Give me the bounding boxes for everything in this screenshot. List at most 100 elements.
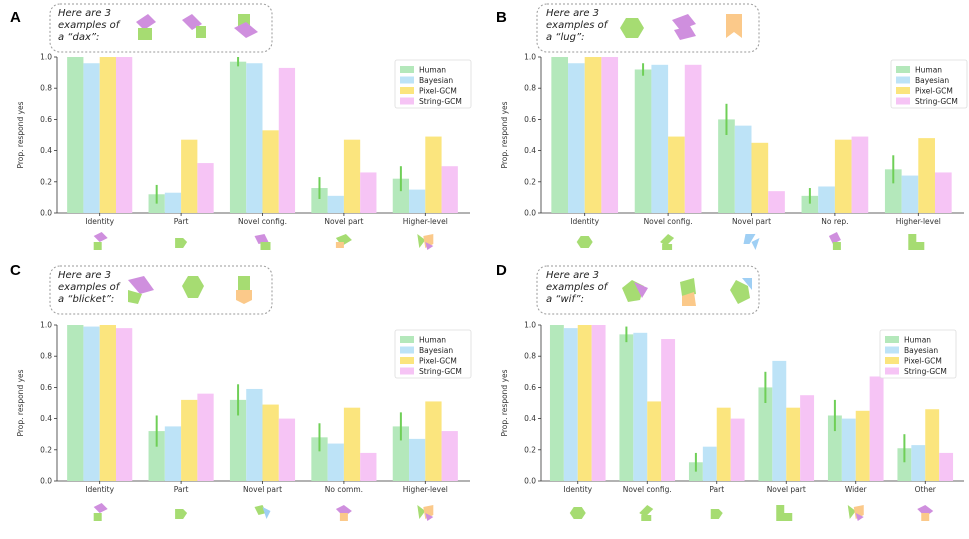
examples-text: a “lug”: bbox=[546, 32, 585, 43]
legend-swatch bbox=[885, 346, 899, 354]
bar-pixel-gcm-3 bbox=[716, 407, 731, 481]
x-tick-label: No rep. bbox=[821, 217, 848, 226]
y-tick-label: 0.0 bbox=[40, 209, 52, 218]
bar-pixel-gcm-5 bbox=[425, 401, 442, 481]
icon-piece bbox=[855, 513, 864, 521]
stimulus-icon-2 bbox=[660, 234, 675, 250]
legend-label: String-GCM bbox=[419, 367, 462, 376]
bar-bayesian-4 bbox=[772, 360, 787, 481]
icon-piece bbox=[569, 507, 586, 519]
icon-piece bbox=[175, 238, 188, 248]
example-shape-2 bbox=[182, 276, 204, 298]
examples-text: examples of bbox=[546, 282, 609, 293]
icon-piece bbox=[93, 232, 108, 242]
x-tick-label: Higher-level bbox=[896, 217, 941, 226]
shape-piece bbox=[236, 290, 252, 304]
legend-label: Pixel-GCM bbox=[915, 87, 953, 96]
icon-piece bbox=[262, 507, 271, 519]
legend-swatch bbox=[400, 367, 414, 375]
bar-string-gcm-1 bbox=[601, 57, 619, 213]
bar-human-3 bbox=[229, 399, 247, 481]
legend-swatch bbox=[896, 87, 910, 94]
shape-piece bbox=[128, 290, 142, 304]
icon-piece bbox=[93, 503, 108, 513]
shape-piece bbox=[238, 276, 250, 290]
examples-text: examples of bbox=[58, 282, 121, 293]
legend-label: Bayesian bbox=[419, 346, 453, 355]
legend-swatch bbox=[400, 336, 414, 343]
legend-label: Pixel-GCM bbox=[419, 357, 457, 366]
icon-piece bbox=[828, 232, 841, 244]
y-axis-label: Prop. respond yes bbox=[500, 101, 509, 168]
example-shape-1 bbox=[622, 280, 648, 302]
examples-box bbox=[49, 265, 273, 315]
x-tick-label: Wider bbox=[845, 485, 868, 494]
icon-piece bbox=[662, 244, 673, 250]
examples-text: examples of bbox=[58, 20, 121, 31]
x-tick-label: Identity bbox=[570, 217, 599, 226]
legend-swatch bbox=[896, 97, 910, 105]
stimulus-icon-4 bbox=[335, 505, 352, 521]
bar-pixel-gcm-6 bbox=[925, 409, 940, 481]
y-tick-label: 0.0 bbox=[524, 209, 536, 218]
y-tick-label: 0.6 bbox=[40, 383, 52, 392]
icon-piece bbox=[832, 242, 841, 250]
icon-piece bbox=[853, 505, 864, 519]
x-tick-label: Part bbox=[174, 485, 189, 494]
icon-piece bbox=[743, 234, 756, 244]
y-tick-label: 1.0 bbox=[524, 321, 536, 330]
bar-bayesian-2 bbox=[164, 426, 182, 481]
examples-text: examples of bbox=[546, 20, 609, 31]
x-tick-label: Higher-level bbox=[403, 485, 448, 494]
bar-string-gcm-3 bbox=[768, 191, 785, 213]
example-shape-3 bbox=[234, 14, 258, 38]
panel-letter: B bbox=[496, 9, 507, 26]
bar-human-5 bbox=[392, 178, 410, 213]
panel-letter: C bbox=[10, 262, 21, 279]
icon-piece bbox=[776, 505, 793, 521]
stimulus-icon-4 bbox=[335, 234, 352, 248]
stimulus-icon-3 bbox=[710, 509, 723, 519]
icon-piece bbox=[93, 513, 102, 521]
x-tick-label: Higher-level bbox=[403, 217, 448, 226]
legend-swatch bbox=[400, 66, 414, 73]
legend-swatch bbox=[885, 357, 899, 364]
x-tick-label: Novel part bbox=[732, 217, 771, 226]
bar-bayesian-1 bbox=[83, 63, 100, 213]
y-tick-label: 0.0 bbox=[40, 477, 52, 486]
bar-pixel-gcm-4 bbox=[834, 139, 852, 213]
y-tick-label: 1.0 bbox=[524, 53, 536, 62]
example-shape-2 bbox=[672, 14, 696, 40]
example-shape-1 bbox=[128, 276, 154, 304]
examples-text: a “wif”: bbox=[546, 294, 584, 305]
shape-piece bbox=[196, 26, 206, 38]
icon-piece bbox=[908, 234, 925, 250]
stimulus-icon-2 bbox=[175, 238, 188, 248]
stimulus-icon-4 bbox=[828, 232, 841, 250]
bar-string-gcm-4 bbox=[360, 172, 377, 213]
examples-text: Here are 3 bbox=[546, 8, 599, 19]
bar-string-gcm-1 bbox=[115, 57, 133, 213]
bar-pixel-gcm-5 bbox=[855, 410, 870, 481]
x-tick-label: Novel config. bbox=[644, 217, 693, 226]
shape-piece bbox=[680, 278, 696, 296]
example-shape-2 bbox=[182, 14, 206, 38]
icon-piece bbox=[335, 242, 344, 248]
icon-piece bbox=[660, 234, 675, 246]
icon-piece bbox=[639, 505, 654, 517]
y-tick-label: 0.6 bbox=[524, 115, 536, 124]
shape-piece bbox=[620, 18, 644, 38]
shape-piece bbox=[128, 276, 154, 294]
shape-piece bbox=[182, 276, 204, 298]
bar-pixel-gcm-3 bbox=[262, 404, 279, 481]
bar-string-gcm-3 bbox=[278, 418, 296, 481]
example-shape-3 bbox=[726, 14, 742, 38]
bar-pixel-gcm-4 bbox=[343, 407, 361, 481]
